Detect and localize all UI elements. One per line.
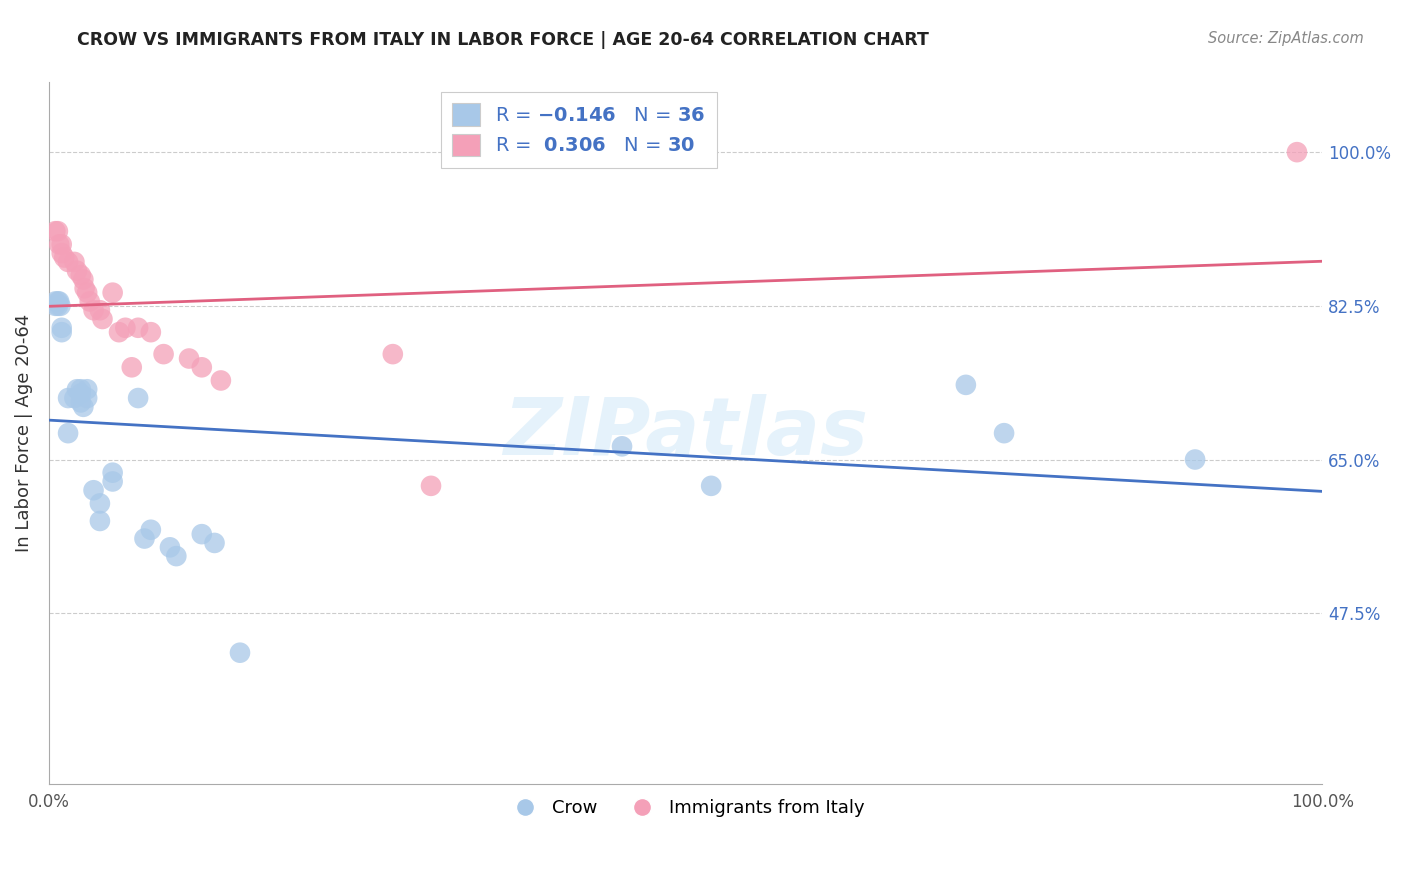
Point xyxy=(134,532,156,546)
Point xyxy=(1184,452,1206,467)
Point xyxy=(51,237,73,252)
Point xyxy=(165,549,187,563)
Point xyxy=(51,246,73,260)
Point xyxy=(108,325,131,339)
Point xyxy=(191,527,214,541)
Point xyxy=(63,391,86,405)
Point xyxy=(127,320,149,334)
Point xyxy=(121,360,143,375)
Y-axis label: In Labor Force | Age 20-64: In Labor Force | Age 20-64 xyxy=(15,314,32,552)
Point xyxy=(46,299,69,313)
Point xyxy=(127,391,149,405)
Point xyxy=(46,224,69,238)
Point xyxy=(993,426,1015,441)
Point xyxy=(66,263,89,277)
Point xyxy=(955,377,977,392)
Point xyxy=(44,299,66,313)
Point xyxy=(56,391,79,405)
Point xyxy=(420,479,443,493)
Point xyxy=(72,400,94,414)
Point xyxy=(69,268,91,282)
Point xyxy=(610,439,633,453)
Point xyxy=(44,294,66,309)
Point xyxy=(139,325,162,339)
Text: Source: ZipAtlas.com: Source: ZipAtlas.com xyxy=(1208,31,1364,46)
Point xyxy=(159,541,181,555)
Point xyxy=(56,426,79,441)
Point xyxy=(91,312,114,326)
Point xyxy=(51,320,73,334)
Point xyxy=(48,237,70,252)
Point xyxy=(101,475,124,489)
Point xyxy=(79,294,101,309)
Point xyxy=(63,255,86,269)
Text: CROW VS IMMIGRANTS FROM ITALY IN LABOR FORCE | AGE 20-64 CORRELATION CHART: CROW VS IMMIGRANTS FROM ITALY IN LABOR F… xyxy=(77,31,929,49)
Point xyxy=(89,303,111,318)
Point xyxy=(139,523,162,537)
Point xyxy=(46,294,69,309)
Point xyxy=(381,347,404,361)
Point xyxy=(101,285,124,300)
Point xyxy=(73,281,96,295)
Point xyxy=(191,360,214,375)
Point xyxy=(49,299,72,313)
Point xyxy=(76,382,98,396)
Point xyxy=(83,483,105,498)
Point xyxy=(76,391,98,405)
Text: ZIPatlas: ZIPatlas xyxy=(503,394,869,472)
Point xyxy=(69,382,91,396)
Point xyxy=(72,272,94,286)
Point xyxy=(69,395,91,409)
Point xyxy=(700,479,723,493)
Point xyxy=(229,646,252,660)
Point xyxy=(48,294,70,309)
Point xyxy=(114,320,136,334)
Point xyxy=(76,285,98,300)
Point xyxy=(152,347,174,361)
Point xyxy=(1285,145,1308,160)
Point xyxy=(204,536,226,550)
Point xyxy=(101,466,124,480)
Point xyxy=(83,303,105,318)
Point xyxy=(53,251,76,265)
Point xyxy=(56,255,79,269)
Point xyxy=(209,374,232,388)
Point xyxy=(177,351,200,366)
Legend: Crow, Immigrants from Italy: Crow, Immigrants from Italy xyxy=(499,792,872,824)
Point xyxy=(51,325,73,339)
Point xyxy=(44,224,66,238)
Point xyxy=(89,514,111,528)
Point xyxy=(69,386,91,401)
Point xyxy=(89,496,111,510)
Point xyxy=(66,382,89,396)
